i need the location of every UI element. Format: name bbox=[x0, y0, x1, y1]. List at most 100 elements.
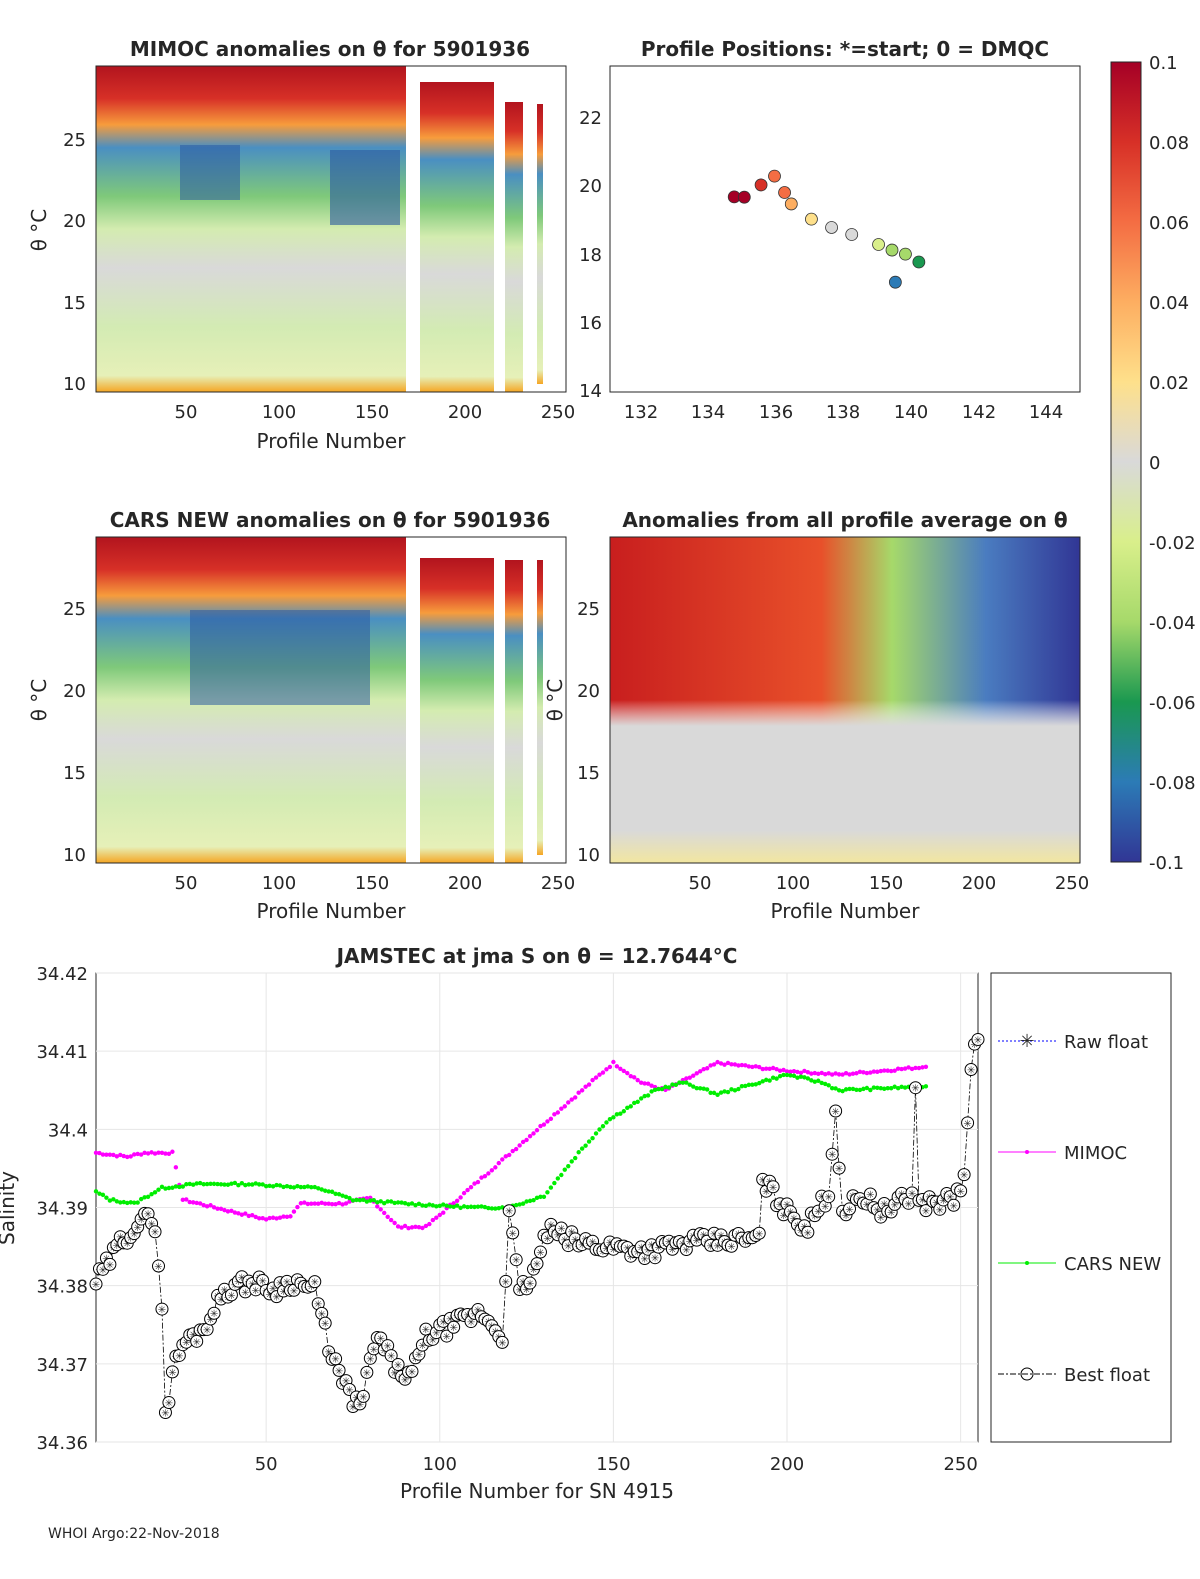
mimoc-panel: MIMOC anomalies on θ for 5901936 25 20 1… bbox=[27, 37, 575, 453]
mimoc-point bbox=[895, 1066, 901, 1071]
raw-float-point: ✳ bbox=[970, 1040, 978, 1051]
best-float-point bbox=[155, 1302, 169, 1316]
cars-point bbox=[222, 1182, 227, 1187]
cars-point bbox=[177, 1184, 182, 1190]
cars-point bbox=[843, 1087, 849, 1092]
best-float-point bbox=[440, 1329, 454, 1343]
mimoc-point bbox=[736, 1063, 741, 1068]
mimoc-point bbox=[479, 1175, 484, 1180]
raw-float-point: ✳ bbox=[682, 1246, 690, 1257]
mimoc-point bbox=[267, 1215, 272, 1221]
mimoc-point bbox=[191, 1200, 196, 1205]
allavg-axes bbox=[609, 536, 1081, 864]
mimoc-point bbox=[215, 1206, 220, 1211]
mimoc-point bbox=[545, 1119, 550, 1124]
cars-point bbox=[180, 1184, 186, 1189]
cars-point bbox=[104, 1195, 109, 1200]
mimoc-point bbox=[406, 1225, 411, 1231]
raw-float-point: ✳ bbox=[651, 1254, 659, 1265]
raw-float-point: ✳ bbox=[627, 1252, 635, 1263]
mimoc-point bbox=[847, 1072, 852, 1077]
cars-point bbox=[197, 1180, 203, 1186]
mimoc-point bbox=[375, 1204, 380, 1209]
colorbar-tick: 0.02 bbox=[1149, 373, 1189, 394]
cars-point bbox=[527, 1198, 533, 1204]
best-float-point bbox=[829, 1104, 843, 1118]
cars-point bbox=[590, 1136, 595, 1141]
cars-point bbox=[638, 1096, 644, 1101]
mimoc-point bbox=[104, 1152, 109, 1157]
raw-float-point: ✳ bbox=[515, 1285, 523, 1296]
mimoc-point bbox=[805, 1070, 811, 1075]
raw-float-point: ✳ bbox=[318, 1309, 326, 1320]
mimoc-point bbox=[843, 1071, 849, 1076]
mimoc-point bbox=[187, 1199, 192, 1205]
mimoc-point bbox=[111, 1152, 116, 1158]
cars-point bbox=[809, 1078, 814, 1083]
mimoc-point bbox=[875, 1069, 880, 1074]
raw-float-point: ✳ bbox=[241, 1288, 249, 1299]
mimoc-point bbox=[711, 1062, 717, 1067]
mimoc-point bbox=[131, 1152, 137, 1157]
xtick: 50 bbox=[255, 1454, 278, 1475]
cars-point bbox=[885, 1086, 890, 1091]
raw-float-point: ✳ bbox=[363, 1368, 371, 1379]
cars-point bbox=[750, 1082, 755, 1087]
cars-section-seg4 bbox=[537, 560, 543, 855]
raw-float-point: ✳ bbox=[956, 1187, 964, 1198]
mimoc-point bbox=[510, 1148, 515, 1154]
raw-float-point: ✳ bbox=[554, 1231, 562, 1242]
positions-yticks: 22 20 18 16 14 bbox=[579, 108, 602, 402]
ytick: 34.4 bbox=[48, 1120, 88, 1141]
mimoc-point bbox=[520, 1139, 526, 1145]
mimoc-point bbox=[621, 1068, 627, 1074]
cars-point bbox=[225, 1182, 231, 1187]
cars-point bbox=[812, 1079, 817, 1084]
mimoc-point bbox=[888, 1068, 894, 1074]
colorbar-tick: 0.06 bbox=[1149, 213, 1189, 234]
mimoc-point bbox=[194, 1200, 199, 1206]
cars-point bbox=[711, 1090, 717, 1096]
cars-point bbox=[170, 1185, 175, 1190]
raw-float-point: ✳ bbox=[946, 1193, 954, 1204]
cars-point bbox=[788, 1073, 793, 1078]
cars-point bbox=[593, 1131, 599, 1136]
mimoc-point bbox=[753, 1064, 758, 1069]
mimoc-point bbox=[121, 1153, 126, 1159]
mimoc-point bbox=[791, 1068, 797, 1074]
mimoc-point bbox=[298, 1201, 304, 1206]
raw-float-point: ✳ bbox=[366, 1354, 374, 1365]
mimoc-point bbox=[684, 1076, 689, 1081]
raw-float-point: ✳ bbox=[665, 1237, 673, 1248]
cars-point bbox=[604, 1120, 609, 1125]
profile-position-marker bbox=[845, 228, 859, 241]
mimoc-point bbox=[507, 1152, 512, 1158]
ytick: 25 bbox=[63, 599, 86, 620]
cars-point bbox=[149, 1192, 154, 1197]
raw-float-point: ✳ bbox=[759, 1175, 767, 1186]
mimoc-point bbox=[722, 1062, 727, 1067]
raw-float-point: ✳ bbox=[92, 1280, 100, 1291]
cars-point bbox=[576, 1150, 581, 1155]
best-float-point bbox=[822, 1190, 836, 1204]
cars-point bbox=[128, 1200, 133, 1205]
cars-point bbox=[316, 1186, 321, 1191]
cars-yticks: 25 20 15 10 bbox=[63, 599, 86, 866]
cars-series bbox=[93, 1072, 929, 1211]
cars-point bbox=[142, 1195, 147, 1200]
mimoc-point bbox=[461, 1190, 467, 1196]
raw-float-point: ✳ bbox=[522, 1285, 530, 1296]
mimoc-point bbox=[458, 1195, 463, 1200]
mimoc-point bbox=[829, 1072, 835, 1077]
cars-point bbox=[836, 1088, 842, 1093]
cars-point bbox=[548, 1185, 554, 1190]
xtick: 100 bbox=[776, 873, 810, 894]
colorbar-tick: 0.04 bbox=[1149, 293, 1189, 314]
xtick: 200 bbox=[962, 873, 996, 894]
cars-point bbox=[309, 1184, 314, 1190]
cars-point bbox=[423, 1203, 429, 1208]
raw-float-point: ✳ bbox=[359, 1392, 367, 1403]
cars-point bbox=[777, 1073, 783, 1079]
raw-float-point: ✳ bbox=[835, 1164, 843, 1175]
cars-point bbox=[159, 1184, 165, 1190]
